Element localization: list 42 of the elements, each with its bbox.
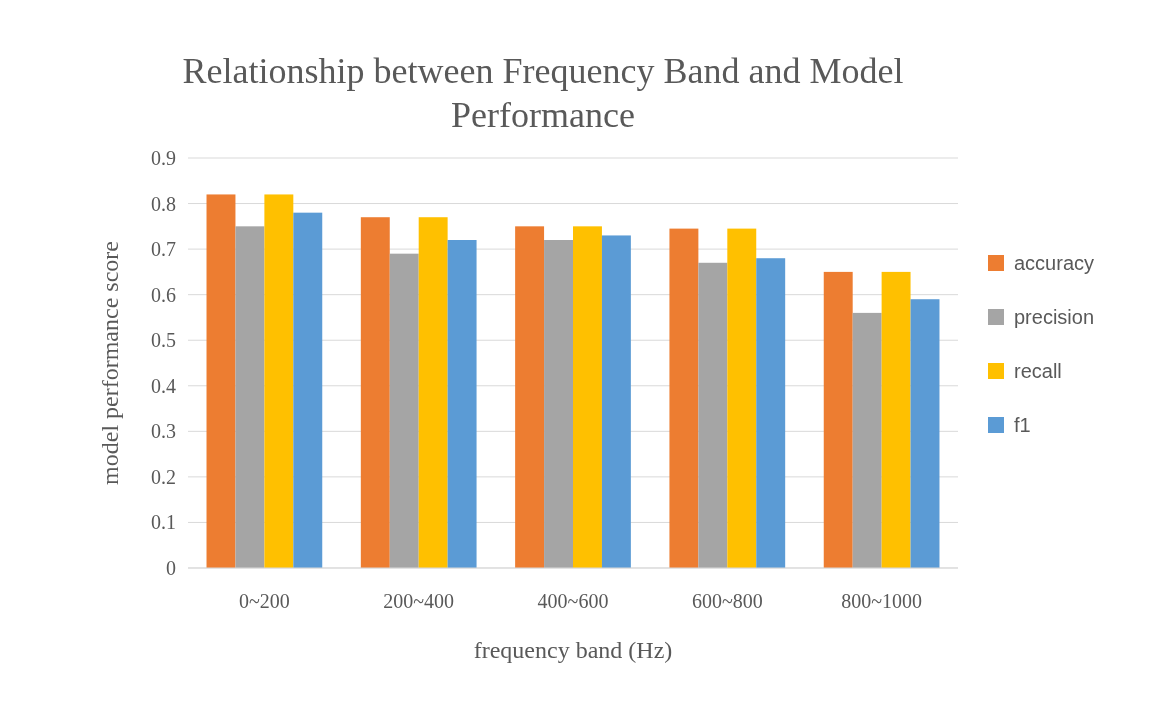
bar	[852, 312, 882, 568]
y-tick-label: 0.1	[151, 511, 176, 534]
bar	[206, 194, 236, 568]
legend-label: recall	[1014, 360, 1062, 382]
bar	[544, 240, 573, 568]
bar	[698, 262, 728, 568]
x-tick-label: 400~600	[537, 590, 609, 612]
y-tick-label: 0.3	[151, 420, 176, 443]
x-tick-label: 0~200	[238, 590, 290, 612]
x-tick-label: 600~800	[691, 590, 763, 612]
y-axis-title: model performance score	[97, 241, 123, 485]
bar	[823, 271, 853, 568]
bar	[360, 217, 390, 568]
x-tick-label: 800~1000	[841, 590, 923, 612]
y-tick-label: 0.6	[151, 283, 176, 306]
y-tick-label: 0.5	[151, 329, 176, 352]
y-tick-label: 0.4	[151, 374, 176, 397]
bar	[515, 226, 545, 568]
y-tick-label: 0.2	[151, 465, 176, 488]
legend-label: accuracy	[1014, 252, 1095, 274]
bar	[601, 235, 631, 568]
y-tick-label: 0.7	[151, 238, 176, 261]
bar	[756, 258, 786, 568]
bar	[389, 253, 419, 568]
y-tick-label: 0.8	[151, 192, 176, 215]
bar	[881, 271, 911, 568]
bar	[293, 212, 323, 568]
x-tick-label: 200~400	[383, 590, 455, 612]
bar	[447, 240, 477, 568]
legend-label: f1	[1014, 414, 1031, 436]
bar	[910, 299, 940, 568]
y-tick-label: 0	[166, 557, 176, 579]
x-axis-title: frequency band (Hz)	[473, 637, 673, 663]
y-tick-label: 0.9	[151, 147, 176, 169]
bar	[727, 228, 757, 568]
bar	[573, 226, 602, 568]
chart-title: Relationship between Frequency Band and Model Performance	[182, 51, 904, 135]
bar	[418, 217, 448, 568]
bar	[235, 226, 265, 568]
bar	[264, 194, 294, 568]
legend-label: precision	[1014, 306, 1095, 328]
bar	[669, 228, 699, 568]
